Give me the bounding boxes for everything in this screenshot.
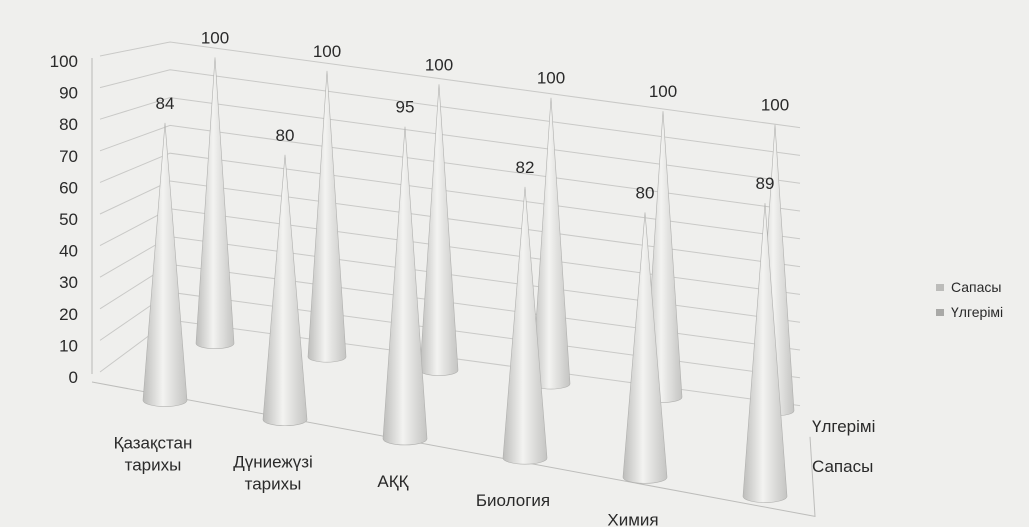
y-tick-labels: 0 10 20 30 40 50 60 70 80 90 100 [50,52,78,387]
y-tick-label: 80 [59,115,78,134]
data-label: 100 [425,55,453,74]
category-label: АҚҚ [377,472,408,491]
data-label: 95 [396,98,415,117]
y-tick-label: 60 [59,178,78,197]
data-label: 100 [761,96,789,115]
gridline [99,124,801,212]
depth-axis-label: Сапасы [812,457,873,476]
y-tick-label: 20 [59,305,78,324]
cone-body [419,84,459,376]
legend-swatch [936,309,944,316]
gridline [99,97,801,184]
legend-entry: Сапасы [951,279,1001,295]
data-label: 100 [313,42,341,61]
y-tick-label: 70 [59,147,78,166]
data-labels: 100 100 100 100 100 100 84 80 95 82 80 89 [156,28,790,202]
cone-Үлгерімі [195,57,235,349]
data-label: 84 [156,94,175,113]
legend-entry: Үлгерімі [951,304,1003,320]
cone-body [382,126,428,446]
cone-body [622,212,668,484]
floor-edge [91,381,816,518]
data-label: 100 [537,69,565,88]
gridline [99,180,801,268]
data-label: 100 [649,82,677,101]
cone-body [195,57,235,349]
y-tick-label: 10 [59,336,78,355]
legend: Сапасы Үлгерімі [936,279,1003,320]
legend-swatch [936,284,944,291]
cone-body [742,203,788,503]
cone-Сапасы [262,154,308,427]
y-tick-label: 40 [59,242,78,261]
y-tick-label: 50 [59,210,78,229]
y-tick-label: 90 [59,84,78,103]
category-labels: Қазақстан тарихы Дүниежүзі тарихы АҚҚ Биологи… [114,433,659,527]
gridline [99,41,801,129]
data-label: 80 [636,183,655,202]
category-label: Химия [607,510,658,527]
gridline [99,69,801,156]
cone-Сапасы [622,212,668,484]
y-tick-label: 30 [59,273,78,292]
cone-Сапасы [502,186,548,465]
y-tick-label: 100 [50,52,78,71]
cones [142,57,795,503]
data-label: 82 [516,158,535,177]
cone-Үлгерімі [307,70,347,363]
cone-Сапасы [382,126,428,446]
depth-axis-label: Үлгерімі [812,417,875,436]
cone-body [307,70,347,363]
category-label: Қазақстан тарихы [114,433,193,474]
data-label: 100 [201,28,229,47]
cone-Сапасы [742,203,788,503]
category-label: Дүниежүзі тарихы [233,453,313,494]
y-tick-label: 0 [69,368,78,387]
category-label: Биология [476,491,550,510]
data-label: 89 [756,174,775,193]
axes [91,58,816,518]
cone-body [142,122,188,407]
depth-axis-labels: Үлгерімі Сапасы [812,417,875,476]
cone-Сапасы [142,122,188,407]
data-label: 80 [276,126,295,145]
cone-Үлгерімі [419,84,459,376]
gridline [99,152,801,240]
cone-body [502,186,548,465]
cone-body [262,154,308,427]
